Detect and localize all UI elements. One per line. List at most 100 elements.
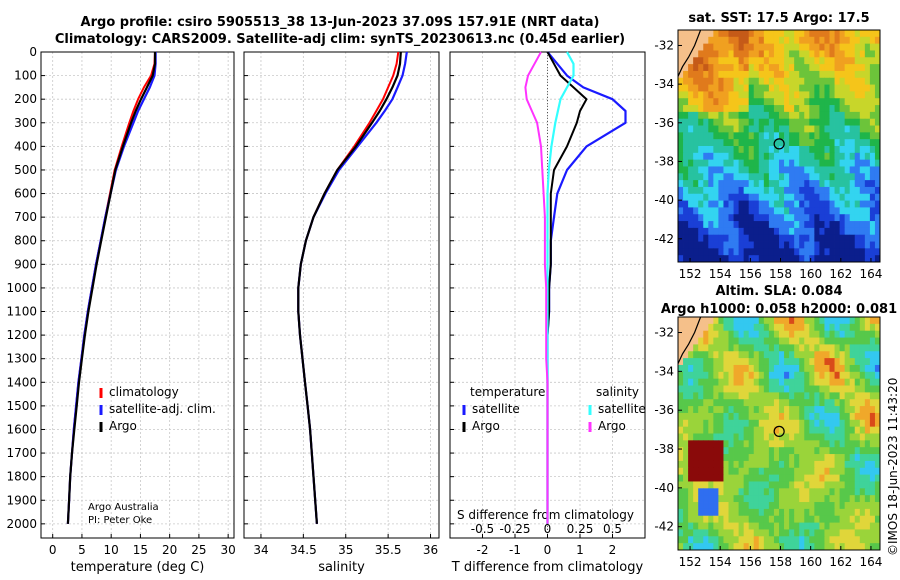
map-cell xyxy=(678,152,684,161)
map-cell xyxy=(753,515,760,523)
map-cell xyxy=(773,91,780,99)
map-cell xyxy=(703,364,709,373)
map-cell xyxy=(683,515,689,523)
map-cell xyxy=(789,166,795,174)
map-cell xyxy=(738,166,745,174)
map-cell xyxy=(799,371,805,380)
map-cell xyxy=(789,447,795,455)
map-cell xyxy=(849,64,856,72)
map-cell xyxy=(713,433,719,441)
map-cell xyxy=(779,173,785,181)
map-cell xyxy=(688,454,694,462)
map-cell xyxy=(683,30,689,38)
map-cell xyxy=(743,70,750,79)
map-cell xyxy=(799,43,805,51)
map-cell xyxy=(678,364,684,373)
map-cell xyxy=(768,139,775,147)
map-cell xyxy=(678,70,684,79)
map-cell xyxy=(718,385,724,393)
map-cell xyxy=(743,146,750,154)
map-cell xyxy=(839,152,846,161)
map-cell xyxy=(784,200,790,208)
map-cell xyxy=(844,221,851,229)
map-cell xyxy=(693,180,699,188)
map-cell xyxy=(708,323,714,332)
map-cell xyxy=(748,180,755,188)
series-argo xyxy=(66,52,157,524)
map-cell xyxy=(703,98,709,106)
map-cell xyxy=(864,241,871,249)
map-cell xyxy=(839,146,846,154)
map-cell xyxy=(678,488,684,496)
map-cell xyxy=(854,36,861,45)
map-cell xyxy=(784,364,790,373)
map-cell xyxy=(723,426,729,434)
map-cell xyxy=(784,159,790,167)
map-cell xyxy=(703,433,709,441)
map-cell xyxy=(784,337,790,345)
map-cell xyxy=(784,248,790,256)
map-cell xyxy=(819,495,825,503)
map-cell xyxy=(738,536,745,544)
y-tick-label: -40 xyxy=(654,481,674,495)
map-cell xyxy=(804,337,810,345)
map-cell xyxy=(748,502,755,510)
map-cell xyxy=(773,440,780,448)
map-cell xyxy=(854,502,861,510)
map-cell xyxy=(834,64,840,72)
x-tick-label: 160 xyxy=(799,555,822,569)
map-cell xyxy=(708,159,714,167)
map-cell xyxy=(718,30,724,38)
map-cell xyxy=(839,91,846,99)
map-cell xyxy=(844,125,851,133)
map-cell xyxy=(804,392,810,400)
map-cell xyxy=(859,152,866,161)
map-cell xyxy=(733,543,739,551)
map-cell xyxy=(809,371,815,380)
map-cell xyxy=(824,125,830,133)
map-cell xyxy=(794,323,800,332)
map-cell xyxy=(829,159,835,167)
y-tick-label: 1900 xyxy=(6,493,37,507)
map-cell xyxy=(839,419,846,428)
map-cell xyxy=(763,488,770,496)
map-cell xyxy=(839,481,846,489)
map-cell xyxy=(874,378,881,386)
map-cell xyxy=(859,440,866,448)
y-tick-label: -34 xyxy=(654,364,674,378)
map-cell xyxy=(708,378,714,386)
map-cell xyxy=(768,152,775,161)
map-cell xyxy=(678,139,684,147)
map-cell xyxy=(708,248,714,256)
map-cell xyxy=(728,111,734,120)
map-cell xyxy=(763,227,770,236)
map-cell xyxy=(733,77,739,85)
map-cell xyxy=(773,344,780,352)
map-cell xyxy=(728,529,734,537)
map-cell xyxy=(864,207,871,215)
map-cell xyxy=(688,371,694,380)
map-cell xyxy=(773,337,780,345)
map-cell xyxy=(693,139,699,147)
map-cell xyxy=(819,481,825,489)
map-cell xyxy=(814,529,820,537)
map-cell xyxy=(809,543,815,551)
map-cell xyxy=(869,351,876,359)
map-cell xyxy=(688,173,694,181)
map-cell xyxy=(773,30,780,38)
map-cell xyxy=(819,50,825,58)
map-cell xyxy=(874,508,881,517)
map-cell xyxy=(733,323,739,332)
map-cell xyxy=(799,447,805,455)
map-cell xyxy=(733,337,739,345)
map-cell xyxy=(804,358,810,366)
map-cell xyxy=(693,467,699,476)
map-cell xyxy=(784,419,790,428)
map-cell xyxy=(738,467,745,476)
map-cell xyxy=(718,426,724,434)
map-cell xyxy=(683,433,689,441)
map-cell xyxy=(824,30,830,38)
map-cell xyxy=(874,255,881,263)
map-cell xyxy=(844,337,851,345)
map-cell xyxy=(844,330,851,338)
